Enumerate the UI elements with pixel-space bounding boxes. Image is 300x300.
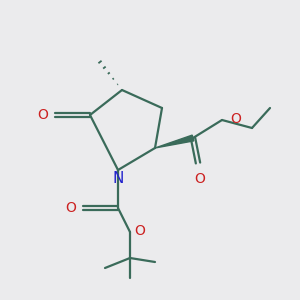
Text: O: O [230,112,241,126]
Text: O: O [37,108,48,122]
Text: O: O [134,224,145,238]
Text: O: O [195,172,206,186]
Text: N: N [112,171,124,186]
Text: O: O [65,201,76,215]
Polygon shape [155,135,194,148]
